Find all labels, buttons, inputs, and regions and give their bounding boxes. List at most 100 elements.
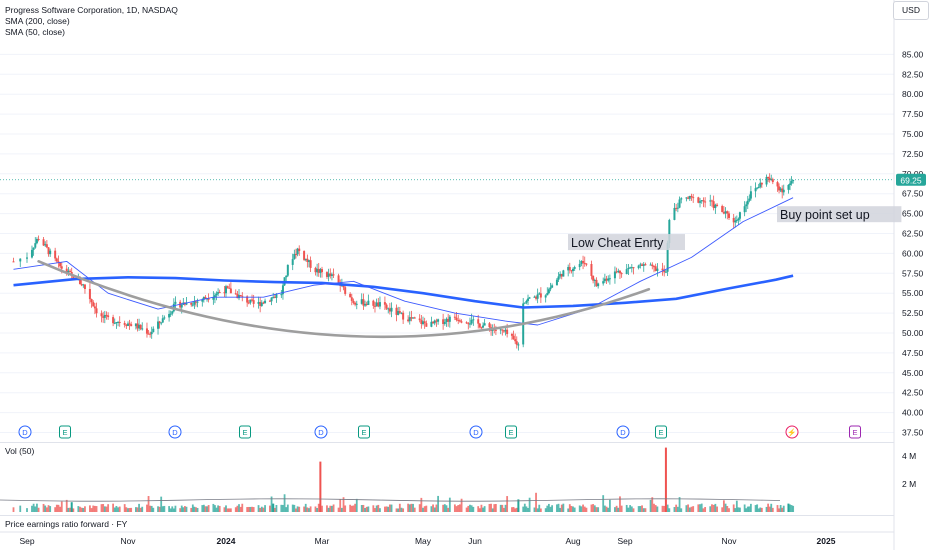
candle (319, 269, 322, 273)
candle (397, 311, 400, 315)
volume-bar (570, 505, 573, 512)
candle (567, 267, 570, 271)
volume-bar (314, 506, 317, 512)
volume-axis-label: 2 M (902, 479, 916, 489)
candle (457, 320, 460, 322)
volume-bar (754, 505, 757, 512)
volume-bar (201, 505, 204, 512)
candle (632, 267, 635, 269)
volume-bar (787, 503, 790, 512)
pe-ratio-legend[interactable]: Price earnings ratio forward · FY (5, 519, 128, 529)
candle (477, 319, 480, 324)
y-tick-label: 77.50 (902, 109, 924, 119)
volume-bar (641, 505, 643, 512)
candle (410, 317, 413, 319)
candle (365, 303, 368, 306)
candle (458, 320, 461, 322)
volume-bar (385, 506, 388, 512)
volume-bar (433, 507, 436, 512)
volume-bar (597, 507, 600, 512)
candle (732, 217, 735, 223)
earnings-marker (655, 425, 667, 439)
candle (560, 273, 563, 277)
volume-bar (687, 504, 689, 512)
volume-bar (737, 507, 740, 512)
volume-bar (692, 506, 695, 512)
volume-bar (447, 507, 450, 512)
candle (768, 177, 771, 181)
volume-bar (130, 507, 133, 512)
volume-bar (771, 507, 774, 512)
sma200-legend[interactable]: SMA (200, close) (5, 16, 70, 26)
candle (247, 302, 250, 304)
candle (425, 323, 428, 327)
candle (557, 276, 560, 280)
volume-bar (344, 505, 347, 512)
volume-bar (759, 507, 762, 512)
volume-bar (60, 501, 63, 512)
volume-legend[interactable]: Vol (50) (5, 446, 35, 456)
volume-bar (340, 507, 343, 512)
currency-button[interactable]: USD (893, 1, 929, 20)
y-tick-label: 85.00 (902, 49, 924, 59)
volume-bar (195, 507, 197, 512)
candle (383, 302, 386, 305)
event-marker-label: D (172, 428, 178, 437)
candle (743, 206, 746, 213)
candle (756, 187, 759, 189)
volume-bar (135, 507, 137, 512)
candle (55, 258, 58, 262)
volume-bar (80, 507, 83, 512)
candle (212, 297, 215, 300)
volume-bar (523, 503, 526, 512)
candle (344, 287, 347, 294)
volume-bar (470, 505, 473, 512)
volume-bar (349, 504, 352, 512)
volume-bar (578, 505, 581, 512)
candle (32, 247, 35, 250)
volume-bar (765, 506, 768, 512)
volume-bar (117, 507, 119, 512)
candle (191, 304, 194, 306)
dividend-marker (168, 425, 182, 439)
candle (398, 311, 401, 313)
volume-bar (217, 505, 219, 512)
volume-bar (664, 447, 667, 512)
candle (700, 200, 703, 202)
volume-bar (364, 508, 366, 512)
candle (726, 211, 729, 214)
candle (517, 344, 520, 346)
candle (83, 284, 86, 289)
event-marker-label: D (473, 428, 479, 437)
volume-bar (465, 507, 468, 512)
candle (649, 264, 652, 266)
volume-bar (568, 504, 571, 512)
candle (169, 313, 172, 315)
last-price-label: 69.25 (900, 175, 922, 185)
volume-bar (525, 506, 528, 512)
candle (678, 199, 681, 208)
volume-bar (44, 505, 47, 512)
candle (620, 273, 623, 275)
candle (103, 314, 106, 318)
candle (327, 273, 330, 277)
volume-bar (661, 505, 664, 512)
pane-separator[interactable] (0, 442, 894, 443)
candle (499, 329, 502, 331)
event-marker-label: E (658, 428, 663, 437)
sma50-legend[interactable]: SMA (50, close) (5, 27, 65, 37)
volume-bar (678, 497, 681, 512)
volume-bar (422, 507, 424, 512)
volume-bar (770, 503, 773, 512)
volume-bar (214, 505, 216, 512)
candle (373, 305, 376, 307)
volume-bar (12, 507, 15, 512)
volume-bar (236, 505, 239, 512)
volume-bar (716, 506, 718, 512)
pane-separator[interactable] (0, 515, 894, 516)
volume-bar (296, 506, 299, 512)
volume-bar (722, 500, 725, 512)
candle (280, 294, 283, 296)
